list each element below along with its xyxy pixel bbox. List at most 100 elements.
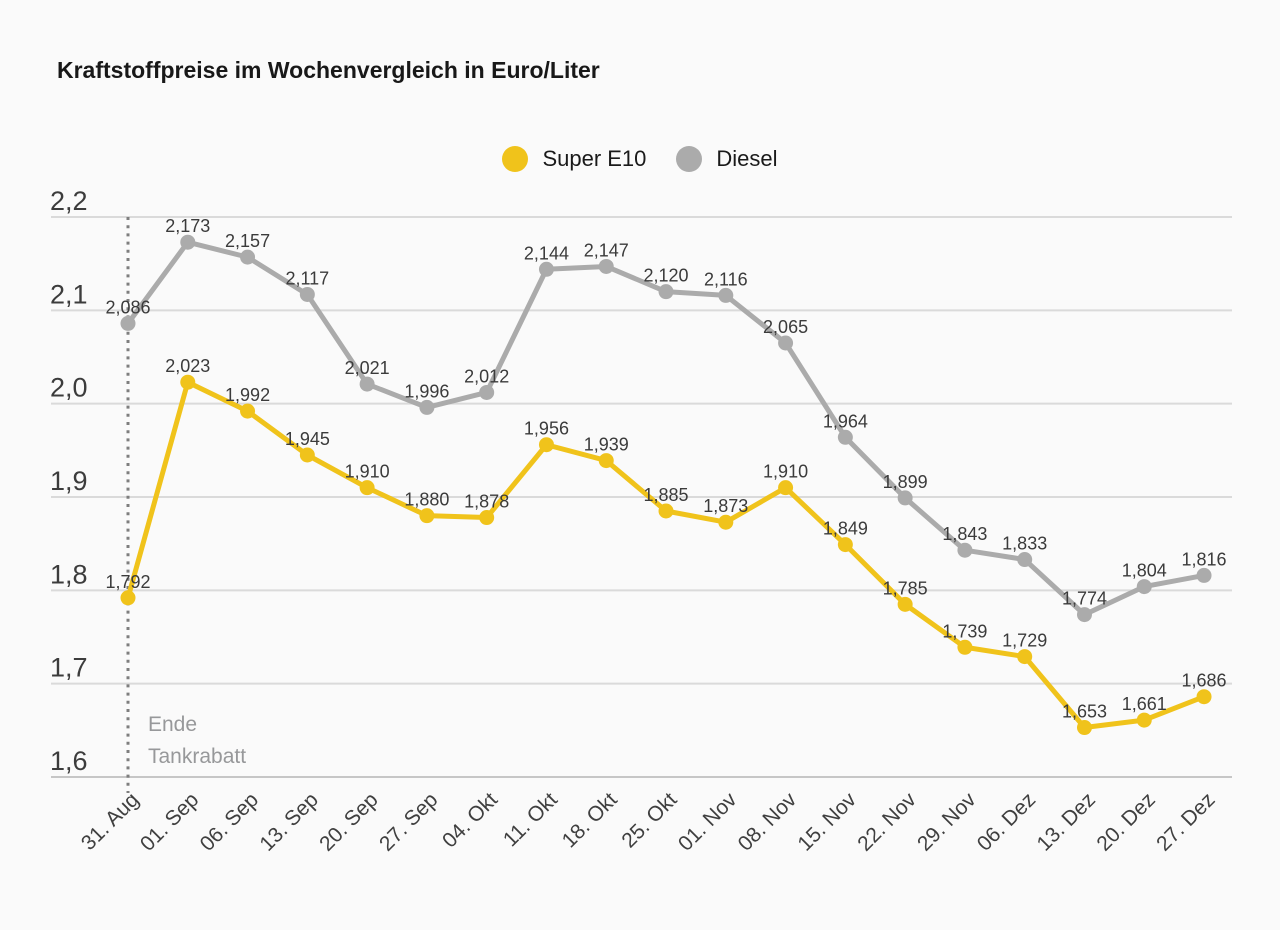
data-point-label-super-e10: 2,023	[165, 356, 210, 376]
data-point-marker-super-e10	[1136, 712, 1152, 728]
data-point-marker-diesel	[359, 376, 375, 392]
chart-title: Kraftstoffpreise im Wochenvergleich in E…	[57, 57, 600, 83]
x-axis-label: 20. Sep	[315, 788, 382, 855]
data-point-marker-diesel	[538, 261, 554, 277]
data-point-label-super-e10: 1,653	[1062, 702, 1107, 722]
x-axis-label: 27. Sep	[375, 788, 442, 855]
x-axis-label: 29. Nov	[913, 788, 981, 856]
data-point-marker-super-e10	[359, 480, 375, 496]
data-point-label-super-e10: 1,939	[584, 435, 629, 455]
x-axis-label: 11. Okt	[499, 788, 562, 851]
data-point-label-diesel: 2,173	[165, 216, 210, 236]
x-axis-label: 01. Nov	[674, 788, 742, 856]
data-point-marker-diesel	[479, 384, 495, 400]
y-axis-label: 2,0	[50, 373, 88, 403]
data-point-label-diesel: 2,065	[763, 317, 808, 337]
data-point-label-super-e10: 1,729	[1002, 631, 1047, 651]
legend-label-diesel: Diesel	[716, 146, 778, 171]
data-point-marker-diesel	[1196, 567, 1212, 583]
chart-legend: Super E10 Diesel	[0, 146, 1280, 172]
annotation-text: Tankrabatt	[148, 745, 246, 768]
data-point-label-super-e10: 1,661	[1122, 694, 1167, 714]
data-point-marker-diesel	[240, 249, 256, 265]
data-point-marker-super-e10	[598, 453, 614, 469]
x-axis-label: 27. Dez	[1152, 788, 1219, 855]
x-axis-label: 15. Nov	[793, 788, 861, 856]
data-point-marker-super-e10	[837, 537, 853, 553]
data-point-marker-diesel	[837, 429, 853, 445]
data-point-marker-super-e10	[180, 374, 196, 390]
x-axis-label: 18. Okt	[558, 788, 622, 852]
data-point-label-super-e10: 1,873	[703, 496, 748, 516]
data-point-marker-diesel	[1136, 579, 1152, 595]
data-point-label-super-e10: 1,739	[942, 621, 987, 641]
data-point-marker-diesel	[120, 315, 136, 331]
x-axis-label: 31. Aug	[77, 788, 144, 855]
y-axis-label: 2,1	[50, 279, 88, 309]
data-point-marker-super-e10	[778, 480, 794, 496]
data-point-label-super-e10: 1,878	[464, 492, 509, 512]
data-point-label-super-e10: 1,880	[404, 490, 449, 510]
data-point-label-super-e10: 1,885	[643, 485, 688, 505]
data-point-label-super-e10: 1,956	[524, 419, 569, 439]
data-point-label-diesel: 1,899	[883, 472, 928, 492]
data-point-label-diesel: 2,116	[704, 269, 748, 289]
data-point-label-super-e10: 1,849	[823, 519, 868, 539]
data-point-label-diesel: 2,117	[285, 268, 329, 288]
data-point-label-super-e10: 1,792	[105, 572, 150, 592]
data-point-label-diesel: 2,144	[524, 243, 569, 263]
data-point-marker-super-e10	[479, 510, 495, 526]
x-axis-label: 01. Sep	[136, 788, 203, 855]
data-point-marker-super-e10	[1017, 649, 1033, 665]
data-point-label-diesel: 2,021	[345, 358, 390, 378]
data-point-marker-super-e10	[897, 596, 913, 612]
data-point-label-diesel: 1,964	[823, 411, 868, 431]
data-point-marker-diesel	[1076, 607, 1092, 623]
data-point-marker-diesel	[897, 490, 913, 506]
y-axis-label: 1,8	[50, 559, 88, 589]
data-point-label-diesel: 1,996	[404, 381, 449, 401]
data-point-label-diesel: 2,157	[225, 231, 270, 251]
legend-label-super-e10: Super E10	[542, 146, 647, 171]
data-point-marker-super-e10	[718, 514, 734, 530]
x-axis-label: 25. Okt	[617, 788, 681, 852]
data-point-label-super-e10: 1,785	[883, 578, 928, 598]
y-axis-label: 1,9	[50, 466, 88, 496]
data-point-label-super-e10: 1,992	[225, 385, 270, 405]
data-point-marker-super-e10	[1076, 720, 1092, 736]
data-point-label-super-e10: 1,945	[285, 429, 330, 449]
data-point-marker-diesel	[1017, 552, 1033, 568]
data-point-label-diesel: 2,086	[105, 297, 150, 317]
annotation-text: Ende	[148, 713, 197, 736]
data-point-marker-super-e10	[1196, 689, 1212, 705]
legend-dot-diesel-icon	[676, 146, 703, 172]
y-axis-label: 2,2	[50, 186, 88, 216]
data-point-marker-super-e10	[299, 447, 315, 463]
data-point-label-diesel: 1,833	[1002, 534, 1047, 554]
x-axis-label: 06. Dez	[973, 788, 1040, 855]
legend-item-super-e10: Super E10	[502, 146, 646, 172]
data-point-label-super-e10: 1,910	[763, 462, 808, 482]
data-point-marker-super-e10	[538, 437, 554, 453]
data-point-label-super-e10: 1,686	[1182, 671, 1227, 691]
y-axis-label: 1,7	[50, 653, 88, 683]
data-point-marker-diesel	[778, 335, 794, 351]
legend-dot-super-e10-icon	[502, 146, 529, 172]
data-point-label-diesel: 1,816	[1182, 549, 1227, 569]
data-point-label-diesel: 1,774	[1062, 589, 1107, 609]
x-axis-label: 13. Sep	[255, 788, 322, 855]
data-point-marker-super-e10	[419, 508, 435, 524]
data-point-marker-diesel	[718, 287, 734, 303]
data-point-label-super-e10: 1,910	[345, 462, 390, 482]
x-axis-label: 04. Okt	[438, 788, 502, 852]
data-point-label-diesel: 2,012	[464, 366, 509, 386]
data-point-marker-super-e10	[658, 503, 674, 519]
legend-item-diesel: Diesel	[676, 146, 778, 172]
data-point-marker-diesel	[957, 542, 973, 558]
data-point-label-diesel: 1,843	[942, 524, 987, 544]
data-point-marker-super-e10	[120, 590, 136, 606]
x-axis-label: 20. Dez	[1092, 788, 1159, 855]
data-point-marker-super-e10	[957, 639, 973, 655]
data-point-marker-diesel	[658, 284, 674, 300]
